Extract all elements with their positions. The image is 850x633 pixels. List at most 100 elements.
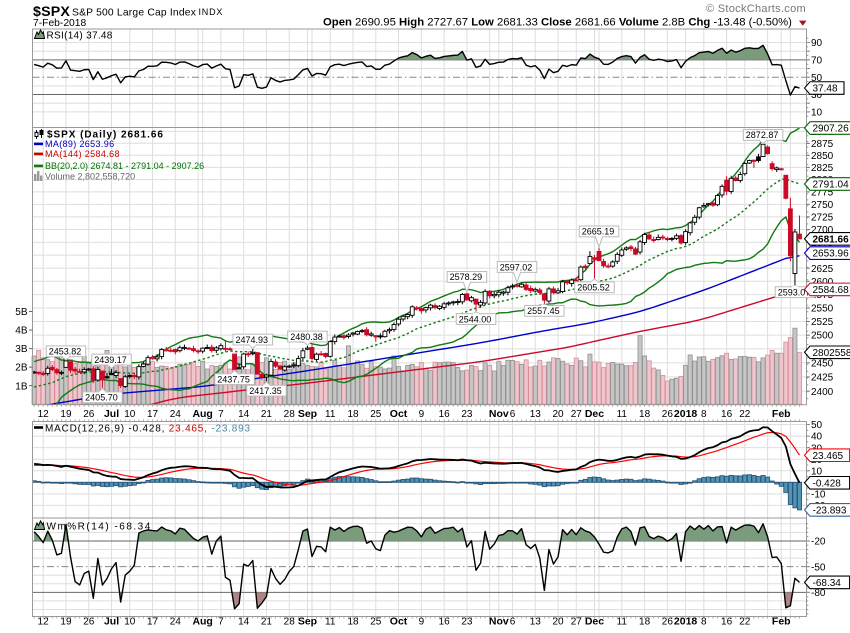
svg-text:2593.07: 2593.07 xyxy=(778,287,811,297)
svg-text:8: 8 xyxy=(701,409,707,420)
svg-text:2453.82: 2453.82 xyxy=(49,347,82,357)
svg-text:26: 26 xyxy=(662,409,674,420)
svg-text:27: 27 xyxy=(571,617,583,628)
svg-text:2750: 2750 xyxy=(811,200,834,211)
svg-text:2775: 2775 xyxy=(811,188,834,199)
svg-text:2417.35: 2417.35 xyxy=(249,386,282,396)
svg-text:10: 10 xyxy=(811,107,823,118)
svg-text:26: 26 xyxy=(83,409,95,420)
svg-text:Sep: Sep xyxy=(298,408,317,420)
svg-text:2653.96: 2653.96 xyxy=(813,249,850,260)
svg-text:8: 8 xyxy=(701,617,707,628)
svg-text:2018: 2018 xyxy=(674,408,698,420)
svg-text:-0.428: -0.428 xyxy=(813,478,842,489)
svg-text:5B: 5B xyxy=(15,307,28,318)
svg-text:2700: 2700 xyxy=(811,225,834,236)
svg-text:$SPX (Daily) 2681.66: $SPX (Daily) 2681.66 xyxy=(47,129,164,140)
svg-text:11: 11 xyxy=(617,617,628,628)
svg-text:16: 16 xyxy=(721,617,733,628)
svg-text:30: 30 xyxy=(811,90,823,101)
svg-text:Aug: Aug xyxy=(192,408,212,420)
svg-text:2B: 2B xyxy=(15,363,28,374)
svg-text:2474.93: 2474.93 xyxy=(236,335,269,345)
svg-text:17: 17 xyxy=(147,617,159,628)
svg-text:13: 13 xyxy=(530,617,542,628)
svg-text:16: 16 xyxy=(721,409,733,420)
svg-text:$SPX: $SPX xyxy=(33,4,70,20)
svg-text:11: 11 xyxy=(325,409,336,420)
svg-text:14: 14 xyxy=(238,409,250,420)
svg-text:MA(144) 2584.68: MA(144) 2584.68 xyxy=(45,149,120,159)
svg-text:Open 2690.95 High 2727.67 Low: Open 2690.95 High 2727.67 Low 2681.33 Cl… xyxy=(323,17,792,29)
svg-text:2875: 2875 xyxy=(811,139,834,150)
svg-text:25: 25 xyxy=(370,617,382,628)
svg-text:7-Feb-2018: 7-Feb-2018 xyxy=(33,18,87,29)
svg-text:22: 22 xyxy=(739,409,751,420)
svg-text:12: 12 xyxy=(38,617,50,628)
svg-text:24: 24 xyxy=(170,409,182,420)
svg-text:21: 21 xyxy=(261,617,273,628)
svg-text:28: 28 xyxy=(284,409,296,420)
svg-text:20: 20 xyxy=(552,617,564,628)
svg-text:50: 50 xyxy=(811,420,823,431)
svg-text:23: 23 xyxy=(461,409,473,420)
svg-text:16: 16 xyxy=(439,409,451,420)
svg-text:Nov: Nov xyxy=(489,616,509,628)
svg-text:Jul: Jul xyxy=(104,408,119,420)
svg-text:2600: 2600 xyxy=(811,277,834,288)
svg-text:2825: 2825 xyxy=(811,163,834,174)
svg-text:18: 18 xyxy=(639,409,651,420)
svg-text:2625: 2625 xyxy=(811,264,834,275)
svg-text:2850: 2850 xyxy=(811,151,834,162)
svg-text:2597.02: 2597.02 xyxy=(500,262,533,272)
svg-text:9: 9 xyxy=(419,617,425,628)
svg-text:12: 12 xyxy=(38,409,50,420)
svg-text:2557.45: 2557.45 xyxy=(527,306,560,316)
svg-text:23.465: 23.465 xyxy=(813,451,844,462)
svg-text:10: 10 xyxy=(124,617,136,628)
svg-text:Feb: Feb xyxy=(772,408,791,420)
svg-text:Sep: Sep xyxy=(298,616,317,628)
svg-text:2907.26: 2907.26 xyxy=(813,124,850,135)
svg-text:19: 19 xyxy=(60,617,72,628)
svg-text:14: 14 xyxy=(238,617,250,628)
svg-text:2439.17: 2439.17 xyxy=(94,355,127,365)
svg-text:3B: 3B xyxy=(15,344,28,355)
svg-text:MA(89) 2653.96: MA(89) 2653.96 xyxy=(45,139,114,149)
svg-text:2584.68: 2584.68 xyxy=(813,285,850,296)
svg-text:2578.29: 2578.29 xyxy=(450,272,483,282)
svg-text:18: 18 xyxy=(347,617,359,628)
svg-text:11: 11 xyxy=(617,409,628,420)
svg-text:18: 18 xyxy=(639,617,651,628)
svg-text:-23.893: -23.893 xyxy=(813,506,847,517)
svg-text:27: 27 xyxy=(571,409,583,420)
svg-text:26: 26 xyxy=(662,617,674,628)
svg-text:Jul: Jul xyxy=(104,616,119,628)
svg-text:Aug: Aug xyxy=(192,616,212,628)
svg-text:2405.70: 2405.70 xyxy=(85,393,118,403)
svg-text:24: 24 xyxy=(170,617,182,628)
svg-text:22: 22 xyxy=(739,617,751,628)
svg-text:Nov: Nov xyxy=(489,408,509,420)
svg-text:Dec: Dec xyxy=(585,408,604,420)
svg-text:2605.52: 2605.52 xyxy=(577,283,610,293)
svg-text:9: 9 xyxy=(419,409,425,420)
svg-text:40: 40 xyxy=(811,432,823,443)
svg-text:© StockCharts.com: © StockCharts.com xyxy=(706,3,806,15)
svg-text:21: 21 xyxy=(261,409,273,420)
svg-text:7: 7 xyxy=(218,409,224,420)
svg-text:2450: 2450 xyxy=(811,358,834,369)
svg-text:2525: 2525 xyxy=(811,317,834,328)
svg-text:-20: -20 xyxy=(811,537,826,548)
svg-text:Volume 2,802,558,720: Volume 2,802,558,720 xyxy=(45,172,135,182)
svg-text:2802558720: 2802558720 xyxy=(813,348,850,359)
svg-text:2425: 2425 xyxy=(811,373,834,384)
svg-text:50: 50 xyxy=(811,73,823,84)
svg-text:MACD(12,26,9) -0.428, 23.465,: MACD(12,26,9) -0.428, 23.465, -23.893 xyxy=(45,424,251,435)
svg-text:-68.34: -68.34 xyxy=(813,578,842,589)
svg-text:2872.87: 2872.87 xyxy=(746,130,779,140)
svg-text:20: 20 xyxy=(552,409,564,420)
svg-text:2400: 2400 xyxy=(811,387,834,398)
svg-text:7: 7 xyxy=(218,617,224,628)
svg-text:2500: 2500 xyxy=(811,331,834,342)
